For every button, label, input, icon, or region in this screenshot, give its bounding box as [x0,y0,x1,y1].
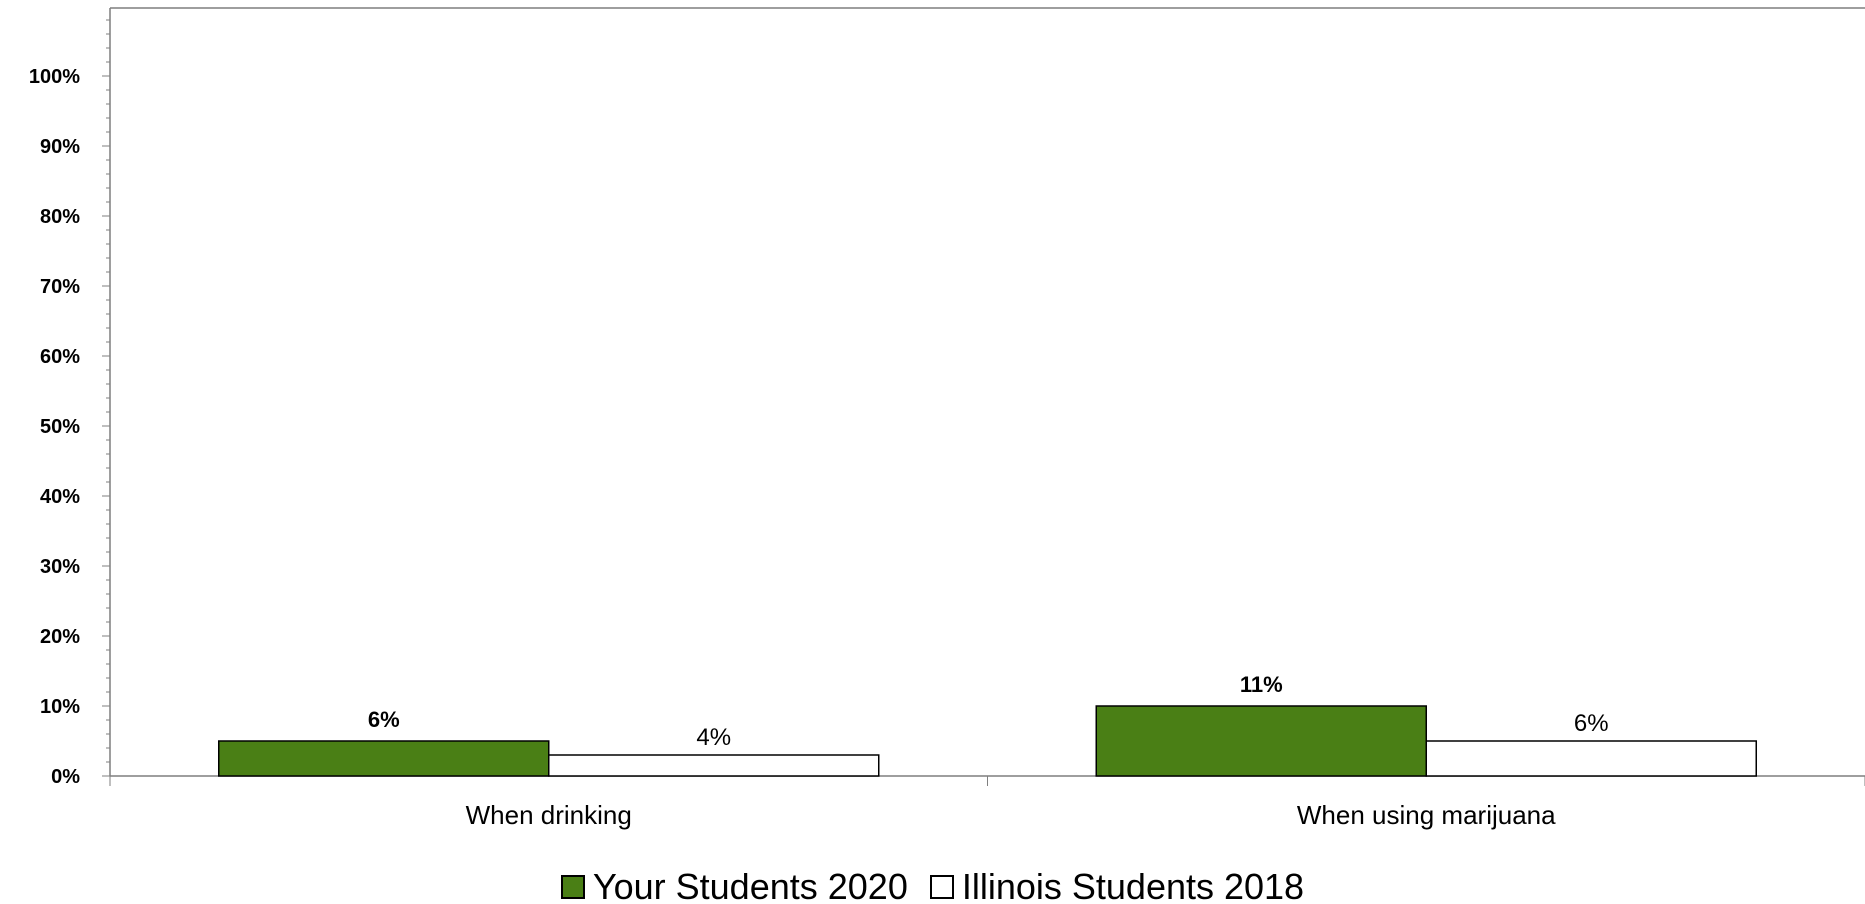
legend-swatch-your-students [560,875,585,899]
data-label: 6% [368,707,400,732]
y-axis: 0% 10% 20% 30% 40% 50% 60% 70% 80% 90% 100% [29,7,1865,788]
y-tick-label: 40% [40,486,80,508]
x-category-label: When drinking [466,800,632,830]
bar-your-students [1095,705,1427,777]
y-tick-label: 70% [40,276,80,298]
bar-illinois-students [1425,740,1757,777]
y-tick-label: 100% [29,66,80,88]
y-tick-label: 30% [40,556,80,578]
x-category-label: When using marijuana [1297,800,1556,830]
x-axis: When drinking When using marijuana [109,775,1865,830]
y-tick-label: 60% [40,346,80,368]
legend-label-your-students: Your Students 2020 [592,866,908,904]
bars [218,705,1757,777]
y-tick-label: 50% [40,416,80,438]
y-tick-label: 0% [51,766,80,788]
data-label: 11% [1240,672,1283,697]
bar-your-students [218,740,550,777]
data-label: 4% [696,724,731,751]
y-tick-label: 90% [40,136,80,158]
legend-item-your-students: Your Students 2020 [560,866,908,904]
data-labels: 6% 11% 4% 6% [368,672,1609,751]
y-tick-label: 10% [40,696,80,718]
legend: Your Students 2020 Illinois Students 201… [0,866,1865,904]
legend-item-illinois-students: Illinois Students 2018 [929,866,1305,904]
bar-illinois-students [548,754,880,777]
legend-swatch-illinois-students [929,875,954,899]
data-label: 6% [1574,710,1609,737]
y-tick-label: 20% [40,626,80,648]
y-tick-label: 80% [40,206,80,228]
legend-label-illinois-students: Illinois Students 2018 [961,866,1305,904]
